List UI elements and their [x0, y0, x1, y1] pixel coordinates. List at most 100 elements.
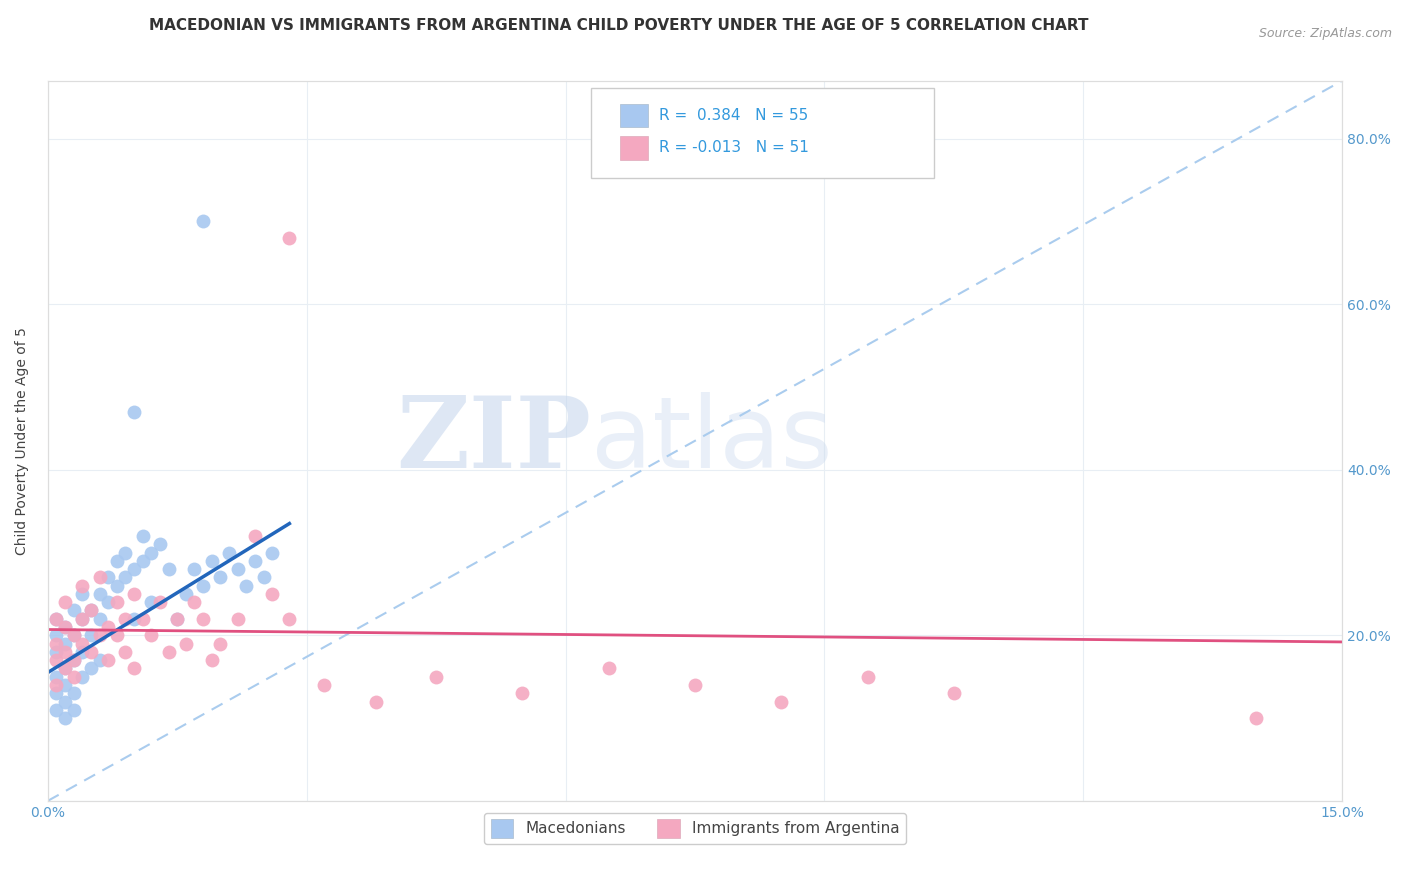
Point	[131, 529, 153, 543]
Point	[141, 595, 163, 609]
Point	[53, 694, 76, 708]
Point	[512, 686, 534, 700]
Point	[62, 686, 84, 700]
Point	[114, 570, 136, 584]
Point	[72, 612, 94, 626]
Point	[235, 579, 257, 593]
Y-axis label: Child Poverty Under the Age of 5: Child Poverty Under the Age of 5	[15, 326, 30, 555]
Point	[243, 554, 266, 568]
Legend: Macedonians, Immigrants from Argentina: Macedonians, Immigrants from Argentina	[485, 813, 905, 844]
Point	[45, 703, 67, 717]
Text: R = -0.013   N = 51: R = -0.013 N = 51	[659, 140, 808, 155]
Point	[53, 661, 76, 675]
Point	[683, 678, 706, 692]
Text: Source: ZipAtlas.com: Source: ZipAtlas.com	[1258, 27, 1392, 40]
Point	[45, 612, 67, 626]
Point	[45, 628, 67, 642]
Point	[105, 628, 128, 642]
Point	[122, 405, 145, 419]
Point	[62, 628, 84, 642]
Point	[89, 587, 111, 601]
Point	[201, 653, 224, 667]
Point	[53, 620, 76, 634]
Point	[80, 603, 103, 617]
Point	[183, 595, 205, 609]
Point	[80, 603, 103, 617]
Point	[252, 570, 274, 584]
Point	[72, 587, 94, 601]
Point	[53, 595, 76, 609]
Point	[209, 570, 232, 584]
Point	[45, 678, 67, 692]
Point	[45, 645, 67, 659]
Point	[262, 545, 284, 559]
Point	[191, 579, 214, 593]
Point	[53, 620, 76, 634]
Point	[141, 545, 163, 559]
Point	[53, 645, 76, 659]
Point	[1244, 711, 1267, 725]
Point	[45, 670, 67, 684]
Point	[97, 620, 120, 634]
Point	[72, 670, 94, 684]
Point	[201, 554, 224, 568]
Text: R =  0.384   N = 55: R = 0.384 N = 55	[659, 108, 808, 123]
Point	[226, 562, 249, 576]
Point	[62, 653, 84, 667]
Point	[364, 694, 387, 708]
Text: MACEDONIAN VS IMMIGRANTS FROM ARGENTINA CHILD POVERTY UNDER THE AGE OF 5 CORRELA: MACEDONIAN VS IMMIGRANTS FROM ARGENTINA …	[149, 18, 1088, 33]
Point	[191, 214, 214, 228]
Point	[80, 661, 103, 675]
Point	[114, 612, 136, 626]
Point	[278, 612, 301, 626]
Point	[856, 670, 879, 684]
Point	[89, 570, 111, 584]
Point	[174, 587, 197, 601]
Point	[62, 653, 84, 667]
Point	[62, 603, 84, 617]
Point	[425, 670, 447, 684]
Point	[97, 570, 120, 584]
Point	[72, 645, 94, 659]
Point	[53, 711, 76, 725]
Point	[191, 612, 214, 626]
Bar	[620, 103, 648, 128]
Point	[62, 670, 84, 684]
Point	[209, 637, 232, 651]
Point	[141, 628, 163, 642]
Point	[122, 587, 145, 601]
Point	[97, 595, 120, 609]
Point	[89, 653, 111, 667]
Point	[72, 579, 94, 593]
Point	[122, 661, 145, 675]
Point	[218, 545, 240, 559]
Bar	[620, 136, 648, 160]
Point	[942, 686, 965, 700]
Point	[45, 653, 67, 667]
Point	[174, 637, 197, 651]
Point	[97, 653, 120, 667]
Point	[183, 562, 205, 576]
Point	[149, 595, 172, 609]
Point	[53, 661, 76, 675]
Point	[166, 612, 188, 626]
Point	[89, 612, 111, 626]
Point	[157, 645, 180, 659]
Point	[114, 545, 136, 559]
Point	[114, 645, 136, 659]
Point	[45, 637, 67, 651]
Point	[157, 562, 180, 576]
Point	[53, 678, 76, 692]
Point	[262, 587, 284, 601]
Point	[122, 562, 145, 576]
Point	[312, 678, 335, 692]
Point	[149, 537, 172, 551]
Point	[105, 595, 128, 609]
Point	[770, 694, 793, 708]
Point	[80, 628, 103, 642]
Point	[278, 231, 301, 245]
Point	[166, 612, 188, 626]
Text: ZIP: ZIP	[396, 392, 592, 490]
Point	[45, 612, 67, 626]
Point	[226, 612, 249, 626]
